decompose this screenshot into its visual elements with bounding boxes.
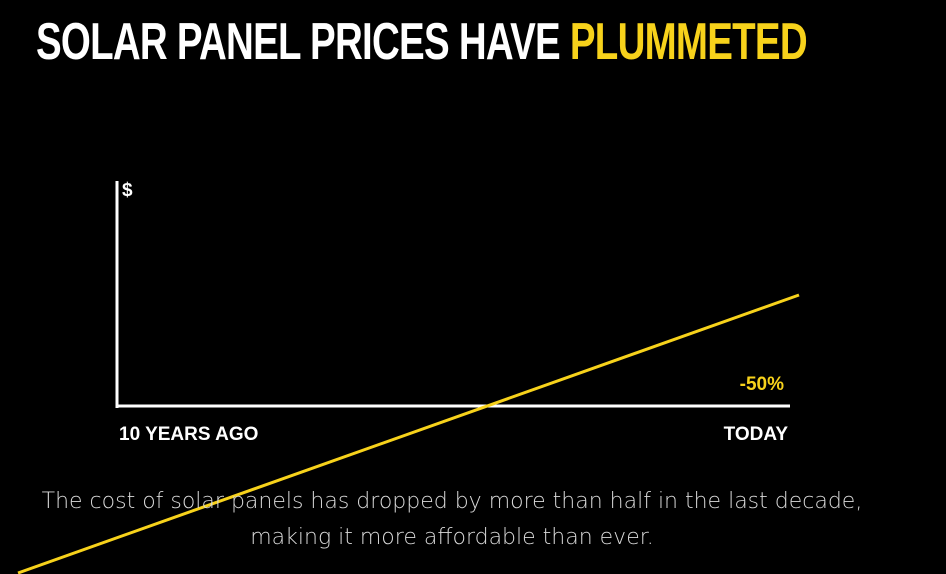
x-tick-start: 10 YEARS AGO — [119, 424, 258, 445]
trend-line — [17, 293, 800, 574]
caption-line-1: The cost of solar panels has dropped by … — [41, 489, 863, 514]
caption-line-2: making it more affordable than ever. — [250, 525, 654, 550]
caption: The cost of solar panels has dropped by … — [0, 484, 904, 556]
change-annotation: -50% — [740, 374, 784, 395]
headline: SOLAR PANEL PRICES HAVE PLUMMETED — [36, 10, 808, 74]
y-axis-label: $ — [122, 180, 133, 201]
headline-accent: PLUMMETED — [569, 13, 808, 71]
x-tick-end: TODAY — [724, 424, 789, 445]
headline-text: SOLAR PANEL PRICES HAVE — [36, 13, 561, 71]
